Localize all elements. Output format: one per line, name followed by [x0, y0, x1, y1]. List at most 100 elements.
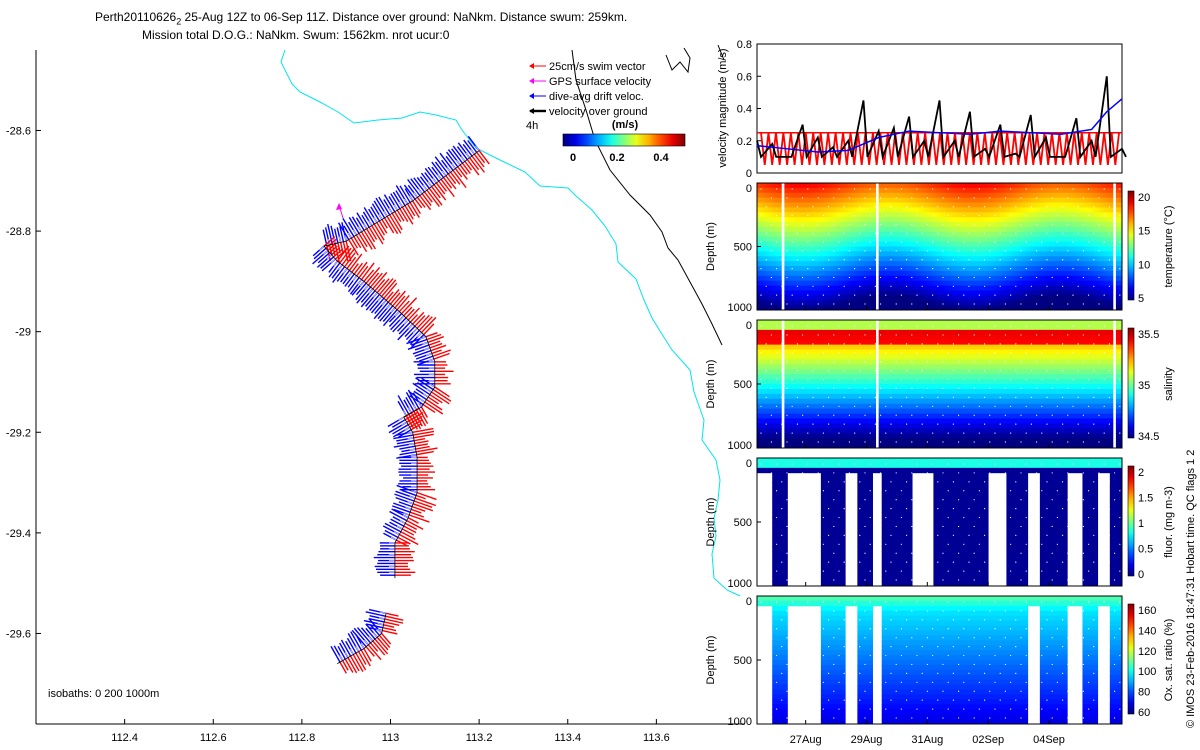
heatmap-cell: [1039, 187, 1044, 194]
drift-vector: [393, 434, 414, 440]
heatmap-cell: [1049, 226, 1053, 233]
heatmap-cell: [836, 324, 840, 331]
sample-dot: [989, 303, 991, 305]
heatmap-cell: [1012, 256, 1016, 262]
drift-vector: [365, 294, 380, 311]
heatmap-cell: [790, 270, 794, 277]
heatmap-cell: [1018, 256, 1023, 262]
heatmap-cell: [857, 369, 861, 375]
heatmap-cell: [951, 222, 956, 228]
ground-vector-light: [390, 307, 396, 313]
legend-label: dive-avg drift veloc.: [549, 91, 644, 103]
heatmap-cell: [1006, 212, 1010, 218]
heatmap-cell: [1018, 275, 1023, 282]
heatmap-cell: [1030, 251, 1035, 257]
ground-vector-light: [461, 156, 466, 162]
drift-vector: [439, 152, 454, 171]
heatmap-cell: [826, 192, 831, 199]
heatmap-cell: [766, 246, 770, 252]
heatmap-cell: [787, 217, 791, 223]
drift-vector: [407, 389, 420, 409]
drift-vector: [355, 217, 365, 231]
heatmap-cell: [915, 270, 919, 277]
drift-vector: [399, 185, 411, 203]
heatmap-cell: [778, 354, 782, 360]
heatmap-cell: [802, 207, 807, 213]
drift-speed-series: [756, 98, 1123, 153]
heatmap-cell: [826, 251, 831, 257]
heatmap-cell: [976, 217, 980, 223]
heatmap-cell: [796, 403, 800, 410]
heatmap-cell: [887, 295, 892, 301]
heatmap-cell: [808, 290, 813, 296]
heatmap-cell: [1103, 251, 1108, 257]
sample-dot: [1082, 276, 1084, 279]
heatmap-cell: [760, 226, 764, 233]
heatmap-cell: [951, 290, 956, 296]
heatmap-cell: [851, 256, 855, 262]
heatmap-cell: [863, 280, 867, 286]
heatmap-cell: [927, 251, 931, 257]
heatmap-cell: [820, 261, 825, 267]
heatmap-cell: [1085, 217, 1089, 223]
heatmap-cell: [775, 275, 779, 282]
swim-vector: [411, 505, 426, 512]
heatmap-cell: [927, 231, 931, 238]
heatmap-cell: [760, 280, 764, 286]
heatmap-cell: [921, 300, 925, 306]
heatmap-cell: [1052, 261, 1056, 267]
sample-dot: [843, 206, 845, 208]
heatmap-cell: [772, 324, 776, 331]
heatmap-cell: [1033, 231, 1038, 238]
heatmap-cell: [854, 275, 858, 282]
heatmap-cell: [833, 183, 837, 189]
heatmap-cell: [872, 280, 877, 286]
heatmap-cell: [1009, 270, 1013, 277]
heatmap-cell: [994, 207, 998, 213]
heatmap-cell: [1049, 305, 1053, 311]
heatmap-cell: [772, 226, 776, 233]
heatmap-cell: [860, 197, 864, 203]
heatmap-cell: [839, 266, 843, 272]
heatmap-cell: [760, 324, 764, 331]
swim-vector: [385, 291, 394, 301]
sample-dot: [1046, 232, 1048, 234]
heatmap-cell: [778, 231, 782, 238]
heatmap-cell: [763, 413, 767, 419]
heatmap-cell: [1000, 295, 1004, 301]
heatmap-cell: [1039, 231, 1044, 238]
heatmap-cell: [775, 300, 779, 306]
heatmap-cell: [936, 290, 940, 296]
heatmap-cell: [982, 226, 986, 233]
heatmap-cell: [763, 369, 767, 375]
heatmap-cell: [969, 207, 974, 213]
heatmap-cell: [954, 197, 959, 203]
sample-dot: [807, 241, 809, 243]
heatmap-cell: [942, 261, 946, 267]
sample-dot: [802, 197, 804, 199]
heatmap-cell: [845, 384, 849, 390]
sample-dot: [776, 188, 778, 190]
heatmap-cell: [954, 222, 959, 228]
heatmap-cell: [948, 266, 953, 272]
heatmap-cell: [903, 236, 907, 243]
heatmap-cell: [1100, 275, 1105, 282]
heatmap-cell: [1021, 187, 1026, 194]
heatmap-cell: [1115, 207, 1120, 213]
ground-vector-light: [364, 284, 369, 290]
heatmap-cell: [839, 300, 843, 306]
heatmap-cell: [1021, 241, 1026, 247]
heatmap-cell: [757, 334, 761, 341]
ground-vector-light: [407, 501, 414, 505]
heatmap-cell: [805, 433, 810, 439]
heatmap-cell: [772, 280, 776, 286]
heatmap-cell: [817, 374, 822, 380]
heatmap-cell: [939, 222, 943, 228]
sample-dot: [1030, 285, 1032, 287]
heatmap-cell: [951, 261, 956, 267]
heatmap-cell: [899, 295, 904, 301]
heatmap-cell: [842, 236, 846, 243]
heatmap-cell: [945, 217, 950, 223]
heatmap-cell: [878, 246, 883, 252]
heatmap-cell: [933, 187, 937, 194]
